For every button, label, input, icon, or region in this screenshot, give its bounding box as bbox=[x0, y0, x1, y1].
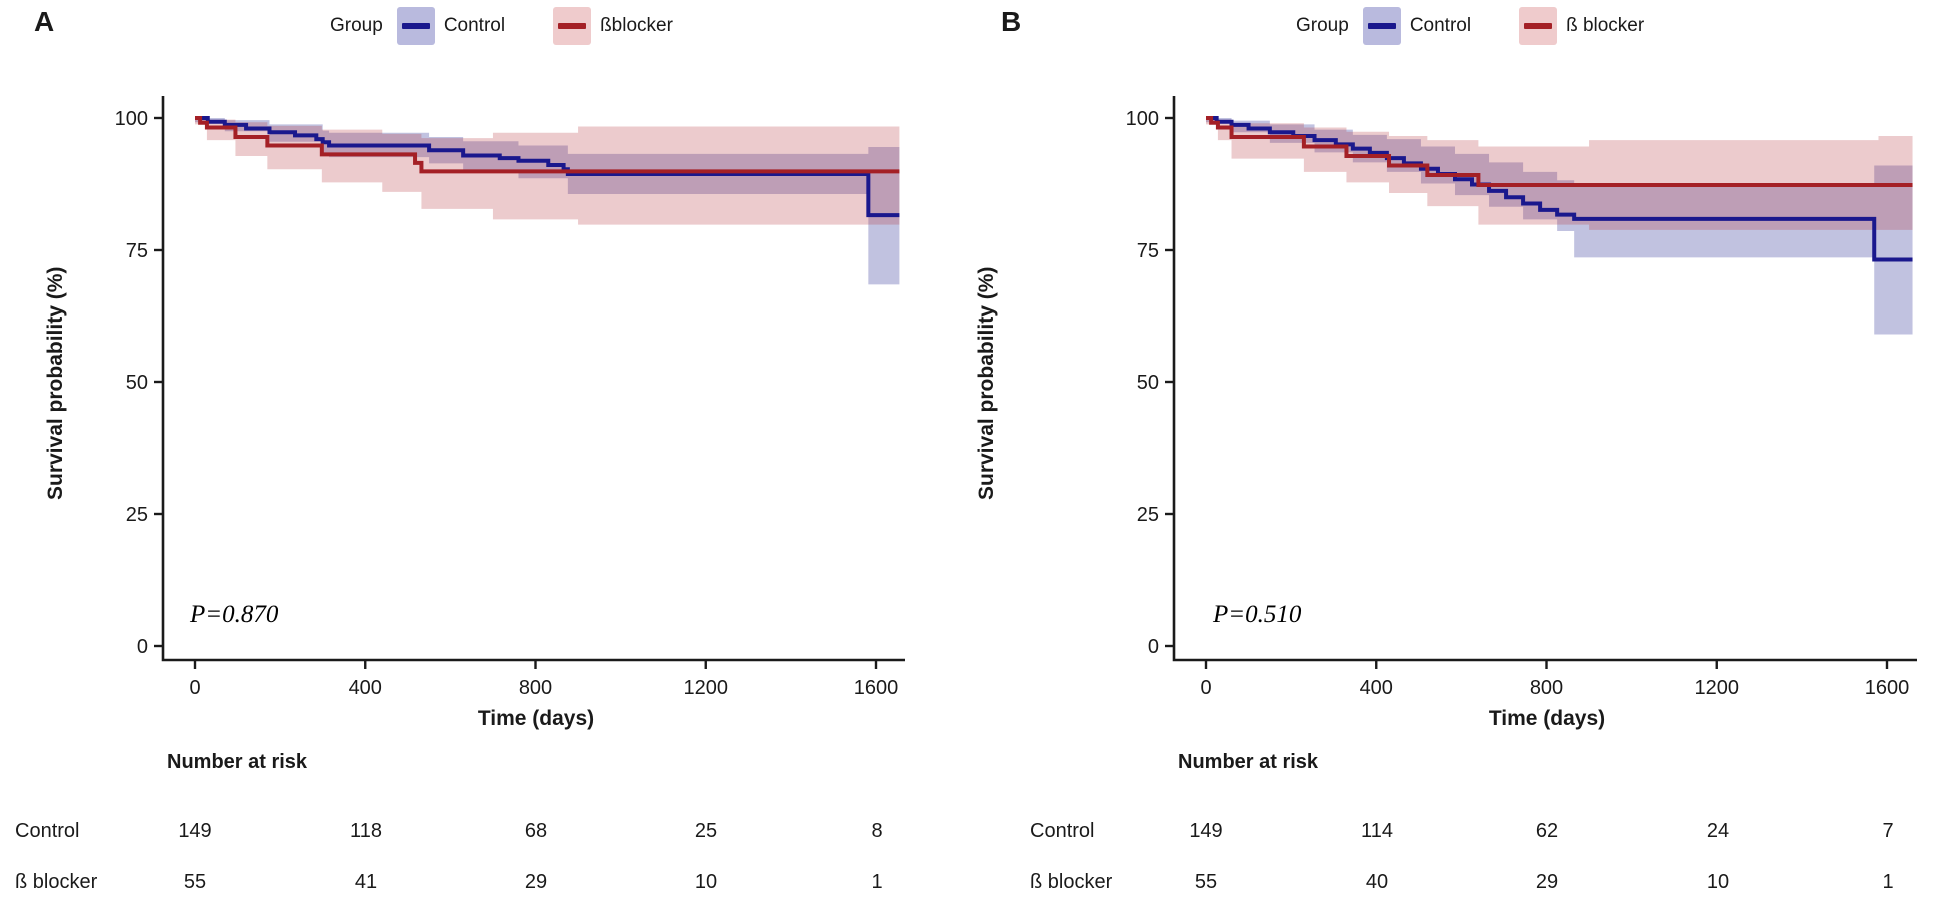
x-tick-label: 800 bbox=[519, 677, 552, 699]
legend-line-bblocker bbox=[1524, 23, 1553, 29]
x-tick-label: 800 bbox=[1530, 677, 1563, 699]
legend-title: Group bbox=[1296, 15, 1349, 36]
y-tick-label: 25 bbox=[1137, 504, 1159, 526]
risk-value: 24 bbox=[1706, 820, 1730, 842]
survival-curve-ß-blocker bbox=[1206, 116, 1913, 188]
confidence-band-control bbox=[195, 118, 900, 285]
y-tick-label: 50 bbox=[1137, 372, 1159, 394]
legend-title: Group bbox=[330, 15, 383, 36]
risk-value: 10 bbox=[694, 871, 718, 893]
confidence-band-ß-blocker bbox=[1206, 118, 1913, 230]
y-axis-title: Survival probability (%) bbox=[975, 266, 998, 500]
risk-row-bblocker: ß blocker 55 40 29 10 1 bbox=[967, 871, 1933, 897]
risk-row-control: Control 149 114 62 24 7 bbox=[967, 820, 1933, 846]
y-tick-label: 0 bbox=[137, 636, 148, 658]
legend-label-control: Control bbox=[443, 15, 506, 36]
panel-b: B Group Control ß blocker 0 25 50 75 100 0 400… bbox=[967, 0, 1933, 911]
y-tick-label: 75 bbox=[1137, 240, 1159, 262]
risk-value: 118 bbox=[350, 820, 382, 842]
risk-row-label: ß blocker bbox=[1030, 871, 1113, 893]
risk-table-title: Number at risk bbox=[167, 751, 308, 773]
axis-lines bbox=[161, 96, 905, 662]
risk-row-bblocker: ß blocker 55 41 29 10 1 bbox=[0, 871, 966, 897]
survival-curve-control bbox=[195, 116, 900, 218]
legend-swatch-bblocker bbox=[1519, 7, 1558, 45]
risk-row-label: ß blocker bbox=[15, 871, 98, 893]
risk-value: 40 bbox=[1365, 871, 1389, 893]
legend: Group Control ß blocker bbox=[1296, 5, 1644, 47]
x-axis-title: Time (days) bbox=[477, 707, 595, 730]
x-tick-label: 1200 bbox=[1695, 677, 1740, 699]
x-tick-label: 1600 bbox=[854, 677, 899, 699]
y-tick-label: 25 bbox=[126, 504, 148, 526]
panel-label: B bbox=[1001, 6, 1022, 37]
legend-label-bblocker: ß blocker bbox=[1566, 15, 1645, 36]
risk-value: 29 bbox=[1535, 871, 1559, 893]
x-tick-label: 1600 bbox=[1865, 677, 1910, 699]
risk-value: 55 bbox=[183, 871, 207, 893]
risk-row-control: Control 149 118 68 25 8 bbox=[0, 820, 966, 846]
risk-value: 25 bbox=[694, 820, 718, 842]
risk-value: 62 bbox=[1535, 820, 1559, 842]
y-axis-title: Survival probability (%) bbox=[44, 266, 67, 500]
p-value: P=0.510 bbox=[1213, 601, 1302, 628]
survival-curve-control bbox=[1206, 116, 1913, 262]
legend-swatch-bblocker bbox=[553, 7, 592, 45]
legend-line-bblocker bbox=[558, 23, 587, 29]
confidence-band-control bbox=[1206, 118, 1913, 335]
y-tick-label: 0 bbox=[1148, 636, 1159, 658]
risk-value: 29 bbox=[524, 871, 548, 893]
p-value: P=0.870 bbox=[190, 601, 279, 628]
risk-row-label: Control bbox=[15, 820, 80, 842]
risk-value: 1 bbox=[871, 871, 883, 893]
x-tick-label: 0 bbox=[189, 677, 200, 699]
risk-value: 68 bbox=[524, 820, 548, 842]
risk-value: 10 bbox=[1706, 871, 1730, 893]
survival-curve-ßblocker bbox=[195, 116, 900, 174]
x-tick-label: 1200 bbox=[684, 677, 729, 699]
risk-value: 41 bbox=[354, 871, 378, 893]
y-tick-label: 50 bbox=[126, 372, 148, 394]
x-tick-label: 400 bbox=[349, 677, 382, 699]
x-tick-label: 400 bbox=[1360, 677, 1393, 699]
panel-label: A bbox=[34, 6, 55, 37]
legend-swatch-control bbox=[396, 7, 435, 45]
x-axis-title: Time (days) bbox=[1488, 707, 1606, 730]
x-tick-label: 0 bbox=[1200, 677, 1211, 699]
risk-value: 114 bbox=[1361, 820, 1393, 842]
legend-line-control bbox=[401, 23, 430, 29]
legend-swatch-control bbox=[1362, 7, 1401, 45]
y-tick-label: 100 bbox=[115, 108, 148, 130]
legend-label-bblocker: ßblocker bbox=[600, 15, 673, 36]
y-tick-label: 75 bbox=[126, 240, 148, 262]
risk-value: 8 bbox=[871, 820, 883, 842]
legend: Group Control ßblocker bbox=[330, 5, 673, 47]
risk-row-label: Control bbox=[1030, 820, 1095, 842]
legend-line-control bbox=[1367, 23, 1396, 29]
risk-value: 149 bbox=[178, 820, 212, 842]
risk-table-title: Number at risk bbox=[1178, 751, 1319, 773]
axis-lines bbox=[1172, 96, 1917, 662]
risk-value: 149 bbox=[1189, 820, 1223, 842]
panel-a: A Group Control ßblocker 0 25 50 75 100 0 400 8… bbox=[0, 0, 966, 911]
risk-value: 55 bbox=[1194, 871, 1218, 893]
legend-label-control: Control bbox=[1409, 15, 1472, 36]
y-tick-label: 100 bbox=[1126, 108, 1159, 130]
risk-value: 7 bbox=[1882, 820, 1894, 842]
risk-value: 1 bbox=[1882, 871, 1894, 893]
survival-plot-a: 0 25 50 75 100 0 400 800 1200 1600 bbox=[115, 96, 905, 699]
survival-plot-b: 0 25 50 75 100 0 400 800 1200 1600 bbox=[1126, 96, 1917, 699]
